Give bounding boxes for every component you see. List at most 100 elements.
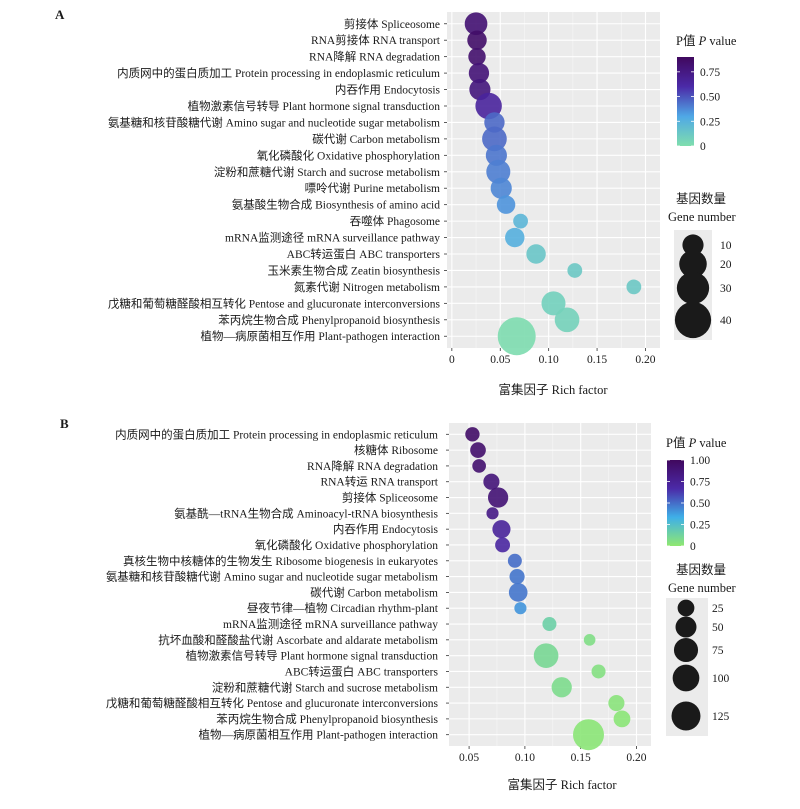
data-bubble [541,291,566,316]
pathway-label: RNA降解 RNA degradation [309,50,440,64]
pathway-label: 内质网中的蛋白质加工 Protein processing in endopla… [117,66,440,80]
pathway-label: mRNA监测途径 mRNA surveillance pathway [225,231,440,245]
pathway-label: 植物—病原菌相互作用 Plant-pathogen interaction [198,728,438,742]
pathway-label: 淀粉和蔗糖代谢 Starch and sucrose metabolism [214,165,440,179]
pathway-label: 苯丙烷生物合成 Phenylpropanoid biosynthesis [216,712,438,726]
size-legend-dot [679,250,707,278]
data-bubble [613,710,631,728]
panel-a-size-legend-items: 10 20 30 40 [674,234,732,339]
data-bubble [496,195,516,214]
pathway-label: 氨基酰—tRNA生物合成 Aminoacyl-tRNA biosynthesis [174,506,438,520]
pathway-label: 氮素代谢 Nitrogen metabolism [294,280,440,294]
colorbar-tick-label: 1.00 [690,455,710,467]
pathway-label: 玉米素生物合成 Zeatin biosynthesis [268,263,441,277]
size-legend-dot [677,599,695,617]
panel-b-bubbles [465,427,631,751]
data-bubble [483,473,500,490]
size-legend-label: 40 [720,315,732,327]
data-bubble [470,442,486,458]
pathway-label: 昼夜节律—植物 Circadian rhythm-plant [247,601,439,615]
panel-a-letter: A [55,7,65,22]
pathway-label: 戊糖和葡萄糖醛酸相互转化 Pentose and glucuronate int… [108,296,441,310]
size-legend-dot [674,301,712,339]
data-bubble [509,569,525,585]
x-tick-label: 0.05 [490,354,510,366]
pathway-label: RNA转运 RNA transport [320,475,438,489]
data-bubble [513,213,528,229]
pathway-label: 剪接体 Spliceosome [342,491,438,505]
pathway-label: 吞噬体 Phagosome [350,214,440,228]
pathway-label: 碳代谢 Carbon metabolism [310,585,438,599]
data-bubble [591,664,606,679]
data-bubble [626,279,642,295]
size-legend-dot [671,701,701,731]
data-bubble [492,520,511,539]
panel-a-x-axis-label: 富集因子 Rich factor [498,382,608,397]
pathway-label: 植物激素信号转导 Plant hormone signal transducti… [188,99,441,113]
pathway-label: 氧化磷酸化 Oxidative phosphorylation [257,148,441,162]
pathway-label: 嘌呤代谢 Purine metabolism [305,181,440,195]
pathway-label: 氨基糖和核苷酸糖代谢 Amino sugar and nucleotide su… [108,115,440,129]
panel-b-pvalue-legend-title: P值 P value [666,435,727,450]
size-legend-dot [676,271,710,305]
data-bubble [495,537,511,553]
panel-a-gene-number-legend: 基因数量 Gene number 10 20 30 40 [668,191,737,340]
data-bubble [468,47,486,66]
pathway-label: 内质网中的蛋白质加工 Protein processing in endopla… [115,427,438,441]
pathway-label: 内吞作用 Endocytosis [333,522,439,536]
data-bubble [467,30,487,50]
panel-a-pathway-labels: 剪接体 Spliceosome RNA剪接体 RNA transport RNA降解… [108,17,447,343]
x-tick-label: 0.05 [459,752,479,764]
x-tick-label: 0.15 [587,354,607,366]
panel-b-pvalue-legend: P值 P value 0 0.25 0.50 0.75 1.00 [666,435,727,553]
x-tick-label: 0.10 [515,752,535,764]
colorbar-tick-label: 0 [690,541,696,553]
panel-b-letter: B [60,416,69,431]
data-bubble [490,177,512,199]
data-bubble [526,244,546,264]
panel-a-size-legend-subtitle: Gene number [668,210,737,224]
pathway-label: 抗坏血酸和醛酸盐代谢 Ascorbate and aldarate metabo… [158,633,438,647]
size-legend-label: 10 [720,240,732,252]
data-bubble [608,695,625,712]
size-legend-dot [682,234,704,256]
colorbar-tick-label: 0.75 [700,67,720,79]
panel-b: B 内质网中的蛋白质加工 Protein processing in endop… [60,416,737,792]
colorbar-tick-label: 0.50 [690,498,710,510]
data-bubble [497,317,536,356]
panel-a-bubbles [464,12,642,356]
data-bubble [508,583,528,602]
data-bubble [567,263,583,278]
panel-b-plot-background [449,423,651,746]
data-bubble [487,487,509,508]
data-bubble [486,507,499,520]
data-bubble [507,553,522,568]
x-tick-label: 0.20 [626,752,646,764]
panel-b-size-legend-items: 25 50 75 100 125 [671,599,730,731]
pathway-label: mRNA监测途径 mRNA surveillance pathway [223,617,438,631]
pathway-label: ABC转运蛋白 ABC transporters [285,664,439,678]
size-legend-dot [673,637,699,663]
data-bubble [533,643,559,668]
data-bubble [486,159,511,184]
data-bubble [468,62,490,84]
panel-b-pathway-labels: 内质网中的蛋白质加工 Protein processing in endopla… [106,427,449,742]
panel-a-x-ticks: 0 0.05 0.10 0.15 0.20 [449,348,656,366]
data-bubble [484,112,505,133]
pathway-label: 氨基酸生物合成 Biosynthesis of amino acid [232,198,441,212]
x-tick-label: 0 [449,354,455,366]
colorbar-tick-label: 0.75 [690,477,710,489]
pathway-label: 内吞作用 Endocytosis [335,83,441,97]
colorbar-tick-label: 0.25 [700,116,720,128]
size-legend-dot [675,616,697,638]
panel-b-pvalue-colorbar [667,460,684,546]
colorbar-tick-label: 0.50 [700,92,720,104]
data-bubble [583,634,596,646]
pathway-label: 苯丙烷生物合成 Phenylpropanoid biosynthesis [218,313,440,327]
size-legend-label: 20 [720,259,732,271]
pathway-label: 核糖体 Ribosome [354,443,438,457]
data-bubble [465,427,480,442]
pathway-label: 植物激素信号转导 Plant hormone signal transducti… [186,649,439,663]
x-tick-label: 0.15 [571,752,591,764]
